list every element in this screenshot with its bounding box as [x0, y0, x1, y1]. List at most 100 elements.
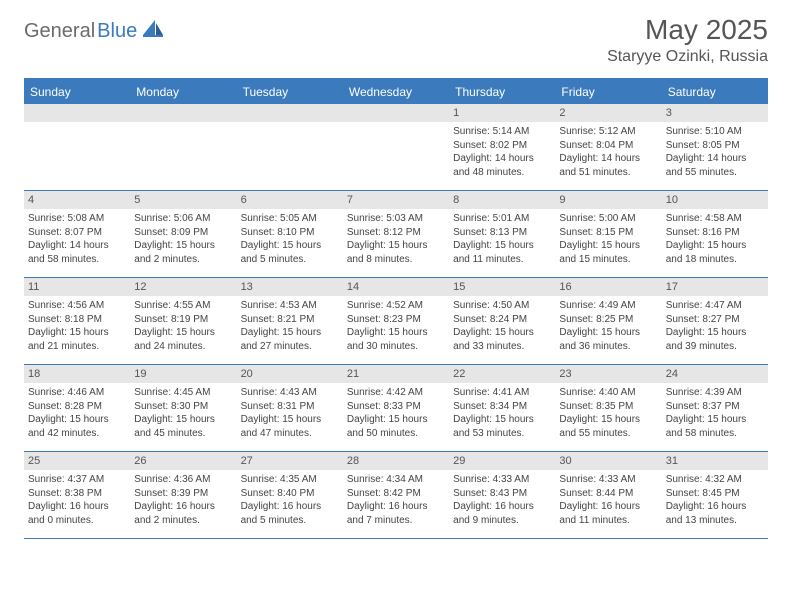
calendar-cell: 4Sunrise: 5:08 AMSunset: 8:07 PMDaylight… — [24, 191, 130, 277]
sunset-text: Sunset: 8:25 PM — [559, 313, 657, 327]
sunrise-text: Sunrise: 4:32 AM — [666, 473, 764, 487]
date-number: 22 — [449, 365, 555, 383]
sunset-text: Sunset: 8:39 PM — [134, 487, 232, 501]
daylight-text: Daylight: 16 hours — [666, 500, 764, 514]
calendar-cell: 8Sunrise: 5:01 AMSunset: 8:13 PMDaylight… — [449, 191, 555, 277]
calendar-body: 1Sunrise: 5:14 AMSunset: 8:02 PMDaylight… — [24, 104, 768, 539]
sunset-text: Sunset: 8:15 PM — [559, 226, 657, 240]
sunrise-text: Sunrise: 5:01 AM — [453, 212, 551, 226]
daylight-text: Daylight: 15 hours — [134, 326, 232, 340]
calendar-cell: 23Sunrise: 4:40 AMSunset: 8:35 PMDayligh… — [555, 365, 661, 451]
calendar-cell: 9Sunrise: 5:00 AMSunset: 8:15 PMDaylight… — [555, 191, 661, 277]
calendar-cell: 28Sunrise: 4:34 AMSunset: 8:42 PMDayligh… — [343, 452, 449, 538]
sunrise-text: Sunrise: 5:06 AM — [134, 212, 232, 226]
sunrise-text: Sunrise: 4:35 AM — [241, 473, 339, 487]
daylight-text: and 11 minutes. — [453, 253, 551, 267]
daylight-text: and 5 minutes. — [241, 253, 339, 267]
daylight-text: Daylight: 15 hours — [666, 239, 764, 253]
daylight-text: and 24 minutes. — [134, 340, 232, 354]
daylight-text: Daylight: 15 hours — [241, 239, 339, 253]
location-label: Staryye Ozinki, Russia — [607, 48, 768, 66]
calendar-cell: 11Sunrise: 4:56 AMSunset: 8:18 PMDayligh… — [24, 278, 130, 364]
calendar-cell: 27Sunrise: 4:35 AMSunset: 8:40 PMDayligh… — [237, 452, 343, 538]
daylight-text: Daylight: 15 hours — [28, 326, 126, 340]
date-number: 30 — [555, 452, 661, 470]
date-number: 17 — [662, 278, 768, 296]
date-number: 10 — [662, 191, 768, 209]
calendar-grid: SundayMondayTuesdayWednesdayThursdayFrid… — [24, 78, 768, 539]
day-header: Sunday — [24, 80, 130, 104]
daylight-text: Daylight: 15 hours — [134, 239, 232, 253]
sunrise-text: Sunrise: 4:39 AM — [666, 386, 764, 400]
sunset-text: Sunset: 8:13 PM — [453, 226, 551, 240]
sunrise-text: Sunrise: 5:14 AM — [453, 125, 551, 139]
calendar-cell: 7Sunrise: 5:03 AMSunset: 8:12 PMDaylight… — [343, 191, 449, 277]
calendar-cell: 13Sunrise: 4:53 AMSunset: 8:21 PMDayligh… — [237, 278, 343, 364]
sunset-text: Sunset: 8:35 PM — [559, 400, 657, 414]
calendar-cell — [237, 104, 343, 190]
daylight-text: Daylight: 14 hours — [453, 152, 551, 166]
calendar-cell: 5Sunrise: 5:06 AMSunset: 8:09 PMDaylight… — [130, 191, 236, 277]
calendar-header-row: SundayMondayTuesdayWednesdayThursdayFrid… — [24, 80, 768, 104]
daylight-text: and 8 minutes. — [347, 253, 445, 267]
calendar-cell: 18Sunrise: 4:46 AMSunset: 8:28 PMDayligh… — [24, 365, 130, 451]
sunset-text: Sunset: 8:34 PM — [453, 400, 551, 414]
daylight-text: and 18 minutes. — [666, 253, 764, 267]
daylight-text: and 15 minutes. — [559, 253, 657, 267]
day-header: Wednesday — [343, 80, 449, 104]
date-number: 7 — [343, 191, 449, 209]
sunset-text: Sunset: 8:37 PM — [666, 400, 764, 414]
day-header: Thursday — [449, 80, 555, 104]
date-number: 26 — [130, 452, 236, 470]
daylight-text: Daylight: 15 hours — [453, 326, 551, 340]
calendar-cell: 3Sunrise: 5:10 AMSunset: 8:05 PMDaylight… — [662, 104, 768, 190]
daylight-text: and 58 minutes. — [28, 253, 126, 267]
day-header: Tuesday — [237, 80, 343, 104]
sunset-text: Sunset: 8:02 PM — [453, 139, 551, 153]
calendar-cell: 17Sunrise: 4:47 AMSunset: 8:27 PMDayligh… — [662, 278, 768, 364]
daylight-text: Daylight: 15 hours — [453, 239, 551, 253]
calendar-week-row: 18Sunrise: 4:46 AMSunset: 8:28 PMDayligh… — [24, 365, 768, 452]
logo: General Blue — [24, 14, 165, 43]
sunrise-text: Sunrise: 5:03 AM — [347, 212, 445, 226]
calendar-cell: 10Sunrise: 4:58 AMSunset: 8:16 PMDayligh… — [662, 191, 768, 277]
daylight-text: Daylight: 14 hours — [666, 152, 764, 166]
daylight-text: Daylight: 15 hours — [559, 239, 657, 253]
date-number: 29 — [449, 452, 555, 470]
calendar-cell: 21Sunrise: 4:42 AMSunset: 8:33 PMDayligh… — [343, 365, 449, 451]
sunset-text: Sunset: 8:16 PM — [666, 226, 764, 240]
sunset-text: Sunset: 8:38 PM — [28, 487, 126, 501]
sunrise-text: Sunrise: 4:55 AM — [134, 299, 232, 313]
calendar-week-row: 25Sunrise: 4:37 AMSunset: 8:38 PMDayligh… — [24, 452, 768, 539]
date-number — [343, 104, 449, 122]
sunset-text: Sunset: 8:09 PM — [134, 226, 232, 240]
daylight-text: Daylight: 15 hours — [241, 413, 339, 427]
date-number: 1 — [449, 104, 555, 122]
sunset-text: Sunset: 8:43 PM — [453, 487, 551, 501]
date-number: 23 — [555, 365, 661, 383]
daylight-text: and 2 minutes. — [134, 514, 232, 528]
sunrise-text: Sunrise: 4:46 AM — [28, 386, 126, 400]
sunrise-text: Sunrise: 4:37 AM — [28, 473, 126, 487]
daylight-text: Daylight: 15 hours — [559, 413, 657, 427]
sunset-text: Sunset: 8:21 PM — [241, 313, 339, 327]
daylight-text: and 45 minutes. — [134, 427, 232, 441]
daylight-text: and 13 minutes. — [666, 514, 764, 528]
calendar-cell: 25Sunrise: 4:37 AMSunset: 8:38 PMDayligh… — [24, 452, 130, 538]
sunrise-text: Sunrise: 5:05 AM — [241, 212, 339, 226]
daylight-text: and 2 minutes. — [134, 253, 232, 267]
daylight-text: and 11 minutes. — [559, 514, 657, 528]
sunrise-text: Sunrise: 4:42 AM — [347, 386, 445, 400]
calendar-cell: 19Sunrise: 4:45 AMSunset: 8:30 PMDayligh… — [130, 365, 236, 451]
calendar-cell: 1 Sunrise: 5:14 AMSunset: 8:02 PMDaylight… — [449, 104, 555, 190]
daylight-text: and 36 minutes. — [559, 340, 657, 354]
calendar-cell: 30Sunrise: 4:33 AMSunset: 8:44 PMDayligh… — [555, 452, 661, 538]
daylight-text: and 55 minutes. — [559, 427, 657, 441]
sunrise-text: Sunrise: 4:50 AM — [453, 299, 551, 313]
daylight-text: Daylight: 15 hours — [134, 413, 232, 427]
sunset-text: Sunset: 8:23 PM — [347, 313, 445, 327]
sunset-text: Sunset: 8:18 PM — [28, 313, 126, 327]
sunset-text: Sunset: 8:40 PM — [241, 487, 339, 501]
sunrise-text: Sunrise: 4:33 AM — [453, 473, 551, 487]
sunrise-text: Sunrise: 4:53 AM — [241, 299, 339, 313]
